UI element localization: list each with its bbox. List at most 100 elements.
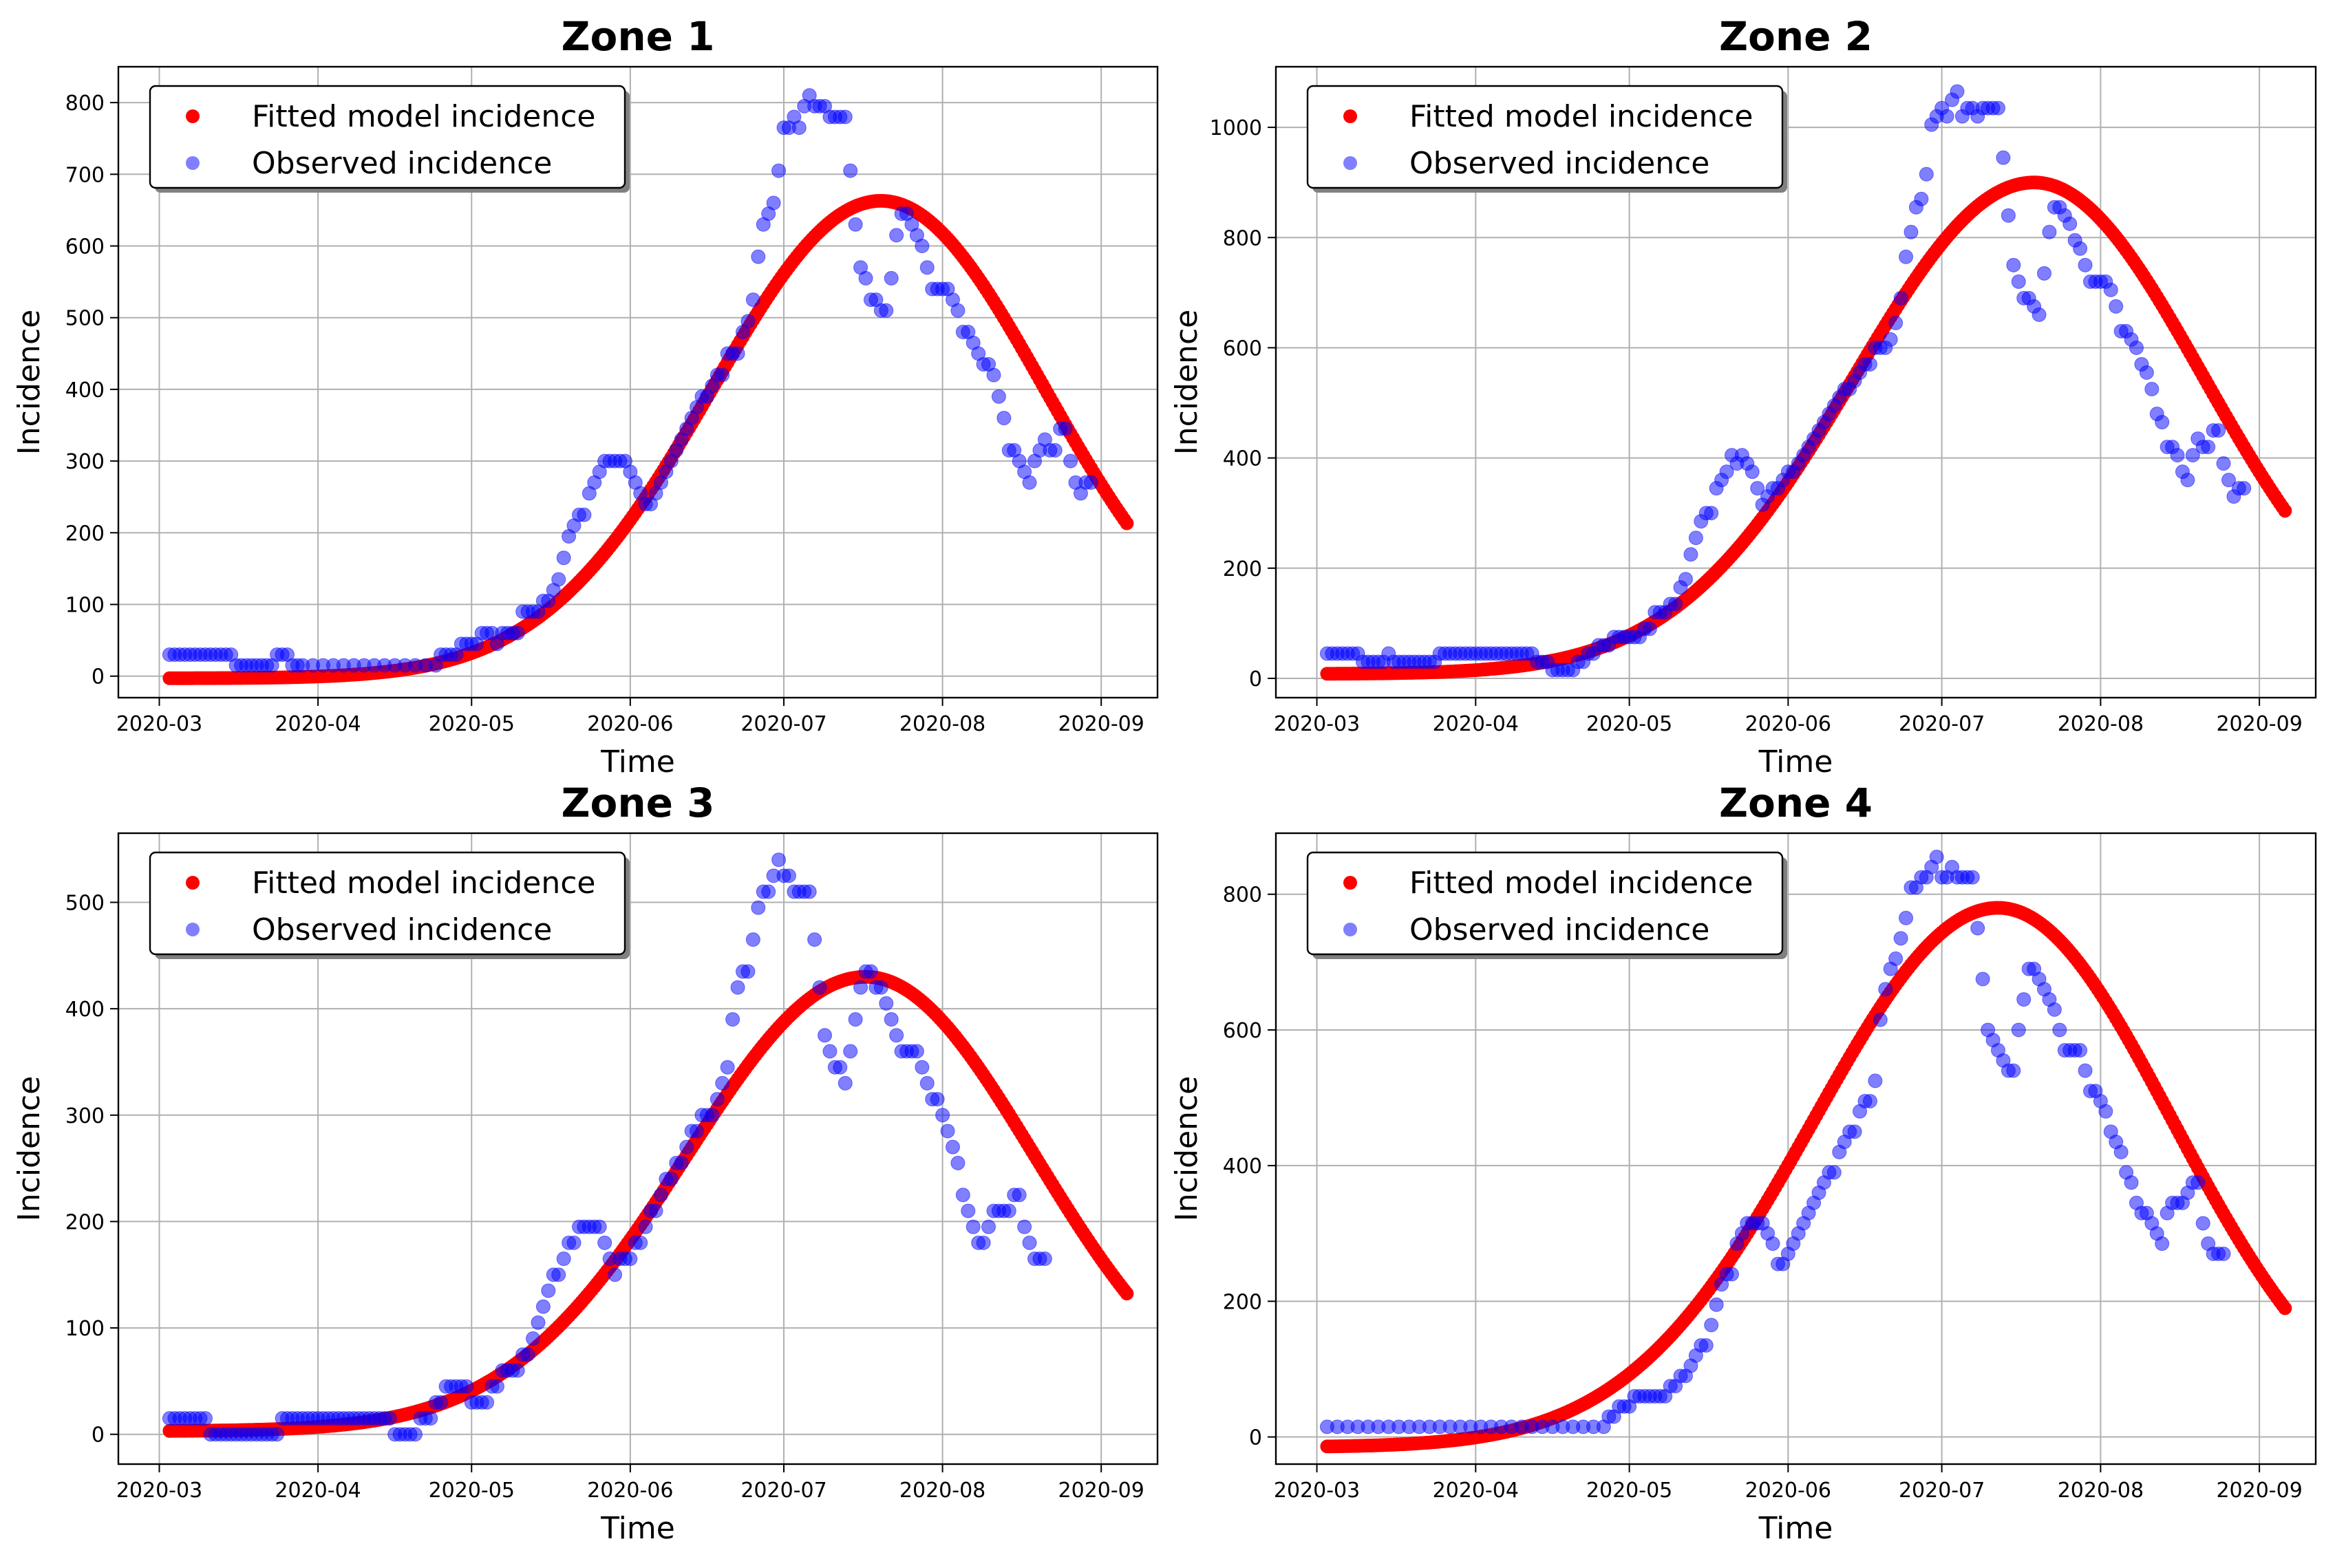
y-axis-label: Incidence	[12, 1076, 47, 1221]
y-tick-label: 200	[1223, 557, 1262, 581]
observed-point	[2170, 448, 2185, 463]
fitted-point	[2278, 1301, 2292, 1315]
observed-point	[1888, 951, 1904, 966]
observed-point	[725, 1012, 740, 1027]
y-tick-label: 600	[1223, 336, 1262, 361]
observed-point	[2216, 456, 2231, 471]
y-tick-label: 200	[65, 522, 105, 546]
legend-label: Observed incidence	[252, 146, 552, 181]
observed-point	[2047, 1002, 2062, 1017]
observed-point	[751, 900, 766, 915]
observed-point	[961, 1203, 976, 1218]
observed-point	[1893, 290, 1908, 305]
observed-point	[489, 1379, 504, 1394]
observed-point	[781, 868, 796, 883]
observed-point	[843, 1044, 858, 1059]
panel-zone-3: 2020-03 2020-04 2020-05 2020-06 2020-07 2020-…	[12, 780, 1159, 1546]
x-tick-label: 2020-05	[429, 1479, 515, 1503]
legend-marker	[1343, 876, 1357, 890]
observed-point	[2073, 1043, 2088, 1058]
observed-point	[848, 1012, 863, 1027]
observed-point	[919, 260, 935, 275]
observed-point	[730, 980, 745, 995]
observed-point	[807, 932, 822, 947]
observed-point	[1704, 1318, 1719, 1333]
observed-point	[863, 964, 878, 979]
observed-point	[1022, 1235, 1037, 1250]
observed-point	[1001, 1203, 1016, 1218]
observed-point	[2052, 1022, 2067, 1038]
y-tick-label: 800	[65, 92, 105, 116]
observed-point	[633, 1235, 648, 1250]
observed-point	[884, 270, 899, 286]
observed-point	[2037, 266, 2052, 281]
y-tick-label: 0	[1249, 1426, 1262, 1450]
y-axis-label: Incidence	[12, 310, 47, 455]
fitted-point	[1120, 1287, 1134, 1301]
observed-point	[1899, 910, 1914, 925]
y-tick-label: 100	[65, 1317, 105, 1341]
observed-point	[1668, 597, 1683, 612]
observed-point	[1750, 481, 1765, 496]
observed-point	[996, 411, 1012, 426]
y-tick-label: 400	[65, 378, 105, 402]
x-tick-label: 2020-07	[1899, 1479, 1985, 1503]
observed-point	[1022, 475, 1037, 490]
x-tick-label: 2020-06	[587, 1479, 673, 1503]
observed-point	[791, 120, 807, 136]
observed-point	[981, 1219, 996, 1234]
legend-label: Fitted model incidence	[252, 99, 596, 134]
observed-point	[812, 980, 827, 995]
x-tick-label: 2020-07	[740, 1479, 827, 1503]
legend-label: Observed incidence	[1409, 912, 1709, 947]
observed-point	[720, 1060, 735, 1075]
observed-point	[1037, 1252, 1052, 1267]
observed-point	[1868, 1073, 1883, 1088]
legend-marker	[186, 156, 200, 170]
observed-point	[663, 1172, 679, 1187]
observed-point	[541, 1283, 556, 1298]
observed-point	[1704, 506, 1719, 521]
observed-point	[2011, 1022, 2026, 1038]
series-observed-incidence	[162, 88, 1098, 673]
chart-title: Zone 4	[1719, 780, 1873, 826]
observed-point	[2032, 307, 2047, 322]
observed-point	[818, 1028, 833, 1043]
legend: Fitted model incidence Observed incidence	[149, 851, 630, 959]
observed-point	[915, 239, 930, 254]
observed-point	[940, 1124, 955, 1139]
legend-label: Fitted model incidence	[1409, 866, 1753, 901]
x-tick-label: 2020-03	[1274, 1479, 1360, 1503]
observed-point	[740, 314, 756, 329]
observed-point	[1919, 167, 1934, 182]
observed-point	[2073, 241, 2088, 256]
observed-point	[1996, 150, 2011, 165]
x-tick-label: 2020-05	[429, 712, 515, 736]
chart-title: Zone 3	[561, 780, 714, 826]
legend-label: Observed incidence	[252, 912, 552, 947]
panel-zone-4: 2020-03 2020-04 2020-05 2020-06 2020-07 2020-…	[1169, 780, 2317, 1546]
x-tick-label: 2020-09	[2216, 1479, 2302, 1503]
legend-marker	[1343, 923, 1357, 936]
observed-point	[1719, 464, 1734, 480]
observed-point	[690, 1124, 705, 1139]
legend-box	[1306, 85, 1784, 189]
observed-point	[434, 1395, 449, 1410]
legend-box	[149, 851, 626, 956]
observed-point	[745, 932, 760, 947]
observed-point	[1888, 315, 1904, 330]
y-tick-label: 300	[65, 1104, 105, 1128]
observed-point	[930, 1092, 945, 1107]
observed-point	[833, 1060, 848, 1075]
fitted-point	[1120, 516, 1134, 530]
x-axis-label: Time	[600, 744, 675, 780]
legend-label: Observed incidence	[1409, 146, 1709, 181]
axes-frame	[117, 832, 1159, 1465]
observed-point	[510, 625, 525, 641]
x-tick-label: 2020-06	[587, 712, 673, 736]
observed-point	[1063, 453, 1078, 469]
legend-marker	[186, 109, 200, 123]
observed-point	[2155, 415, 2170, 430]
observed-point	[1929, 850, 1944, 865]
